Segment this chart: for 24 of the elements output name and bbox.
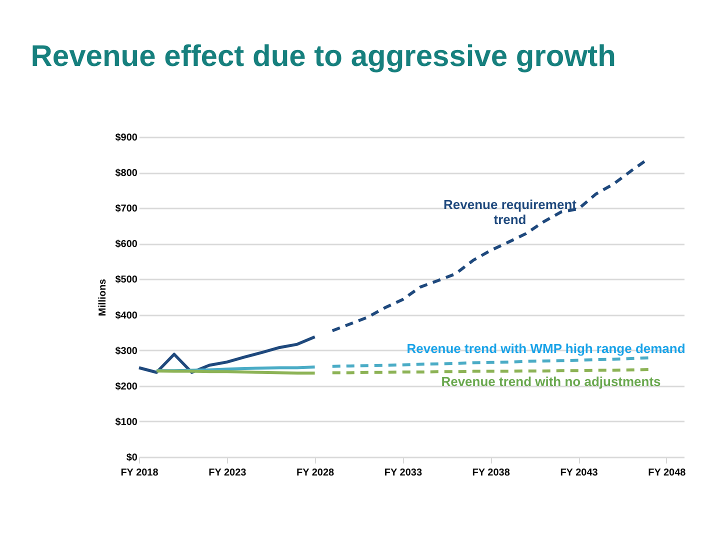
y-tick-label: $700	[115, 204, 138, 215]
line-series	[330, 356, 650, 368]
y-tick-label: $400	[115, 310, 138, 322]
y-tick-label: $0	[126, 452, 138, 464]
y-tick-label: $300	[115, 346, 138, 357]
x-tick-label: FY 2028	[296, 468, 335, 478]
y-tick-label: $600	[115, 239, 138, 250]
line-series	[138, 335, 316, 374]
y-tick-label: $800	[115, 168, 138, 180]
y-tick-label: $200	[115, 381, 138, 392]
x-tick-label: FY 2033	[384, 468, 422, 478]
x-tick-label: FY 2048	[648, 468, 686, 478]
y-tick-label: $900	[115, 132, 138, 144]
y-axis-title: Millions	[97, 278, 108, 316]
x-tick-label: FY 2018	[120, 468, 159, 478]
annotation: Revenue trend with WMP high range demand	[406, 341, 686, 356]
x-tick-label: FY 2023	[208, 468, 247, 478]
y-tick-label: $100	[115, 416, 138, 428]
chart-title: Revenue effect due to aggressive growth	[30, 40, 616, 73]
x-tick-label: FY 2043	[560, 468, 598, 478]
x-tick-label: FY 2038	[472, 468, 510, 478]
y-tick-label: $500	[115, 274, 138, 286]
annotation: Revenue trend with no adjustments	[441, 374, 661, 389]
annotation: Revenue requirement trend	[444, 197, 578, 227]
